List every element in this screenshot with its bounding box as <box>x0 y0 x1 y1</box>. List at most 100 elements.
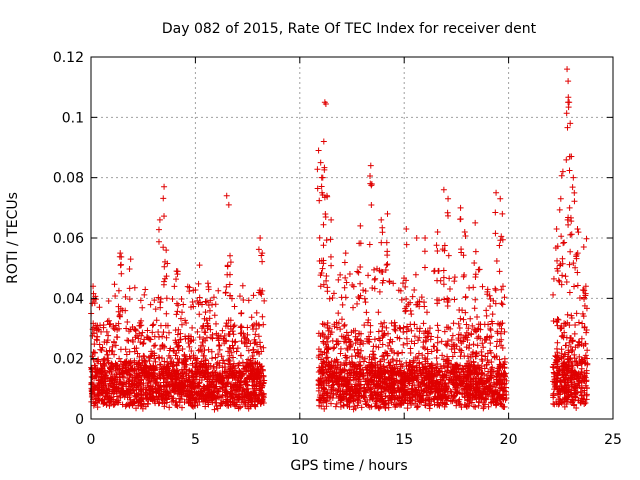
roti-point <box>245 356 252 363</box>
roti-point <box>124 375 131 382</box>
roti-point <box>175 347 182 354</box>
roti-point <box>330 345 337 352</box>
roti-point <box>435 327 442 334</box>
roti-point <box>207 297 214 304</box>
roti-point <box>135 359 142 366</box>
roti-point <box>421 248 428 255</box>
chart-title: Day 082 of 2015, Rate Of TEC Index for r… <box>162 21 537 37</box>
roti-point <box>367 329 374 336</box>
roti-point <box>499 301 506 308</box>
roti-point <box>156 216 163 223</box>
roti-point <box>142 358 149 365</box>
roti-point <box>445 195 452 202</box>
roti-point <box>222 400 229 407</box>
roti-point <box>202 298 209 305</box>
roti-point <box>125 337 132 344</box>
roti-point <box>224 262 231 269</box>
roti-point <box>185 378 192 385</box>
roti-point <box>450 320 457 327</box>
roti-point <box>492 209 499 216</box>
roti-point <box>214 405 221 412</box>
roti-point <box>182 317 189 324</box>
roti-point <box>316 234 323 241</box>
roti-point <box>166 392 173 399</box>
roti-point <box>151 333 158 340</box>
roti-point <box>566 289 573 296</box>
roti-point <box>160 244 167 251</box>
roti-point <box>156 390 163 397</box>
roti-point <box>260 372 267 379</box>
roti-point <box>202 403 209 410</box>
roti-point <box>420 320 427 327</box>
roti-point <box>118 253 125 260</box>
roti-point <box>137 297 144 304</box>
roti-point <box>317 283 324 290</box>
roti-point <box>550 291 557 298</box>
roti-point <box>563 278 570 285</box>
roti-point <box>110 338 117 345</box>
roti-point <box>315 147 322 154</box>
roti-point <box>559 272 566 279</box>
roti-point <box>332 403 339 410</box>
roti-point <box>145 378 152 385</box>
roti-point <box>161 213 168 220</box>
roti-point <box>174 344 181 351</box>
roti-point <box>466 284 473 291</box>
roti-point <box>239 387 246 394</box>
roti-point <box>212 301 219 308</box>
roti-point <box>138 357 145 364</box>
roti-point <box>138 317 145 324</box>
roti-point <box>451 278 458 285</box>
roti-point <box>236 379 243 386</box>
roti-point <box>215 287 222 294</box>
roti-point <box>216 385 223 392</box>
roti-point <box>560 240 567 247</box>
roti-point <box>213 361 220 368</box>
roti-point <box>227 252 234 259</box>
roti-point <box>470 341 477 348</box>
roti-point <box>93 374 100 381</box>
roti-point <box>400 341 407 348</box>
roti-point <box>226 352 233 359</box>
roti-point <box>202 309 209 316</box>
roti-point <box>212 354 219 361</box>
roti-point <box>230 354 237 361</box>
roti-point <box>244 381 251 388</box>
roti-point <box>376 288 383 295</box>
roti-point <box>346 270 353 277</box>
roti-point <box>375 309 382 316</box>
y-axis-label: ROTI / TECUs <box>5 192 21 284</box>
roti-point <box>256 378 263 385</box>
roti-point <box>316 197 323 204</box>
roti-point <box>571 330 578 337</box>
y-tick-label: 0.06 <box>53 231 84 247</box>
roti-point <box>372 275 379 282</box>
roti-point <box>141 336 148 343</box>
roti-point <box>226 271 233 278</box>
roti-point <box>139 304 146 311</box>
roti-point <box>106 347 113 354</box>
roti-point <box>563 156 570 163</box>
roti-point <box>93 327 100 334</box>
roti-point <box>363 309 370 316</box>
roti-point <box>564 124 571 131</box>
roti-point <box>253 341 260 348</box>
roti-point <box>259 258 266 265</box>
roti-point <box>200 391 207 398</box>
roti-point <box>215 351 222 358</box>
roti-point <box>553 225 560 232</box>
roti-point <box>252 359 259 366</box>
roti-point <box>209 335 216 342</box>
roti-point <box>157 361 164 368</box>
roti-point <box>244 331 251 338</box>
roti-point <box>368 180 375 187</box>
roti-point <box>101 399 108 406</box>
roti-point <box>193 376 200 383</box>
roti-point <box>208 383 215 390</box>
roti-point <box>199 339 206 346</box>
roti-point <box>122 346 129 353</box>
roti-point <box>564 66 571 73</box>
roti-point <box>434 228 441 235</box>
roti-point <box>342 274 349 281</box>
roti-point <box>152 380 159 387</box>
